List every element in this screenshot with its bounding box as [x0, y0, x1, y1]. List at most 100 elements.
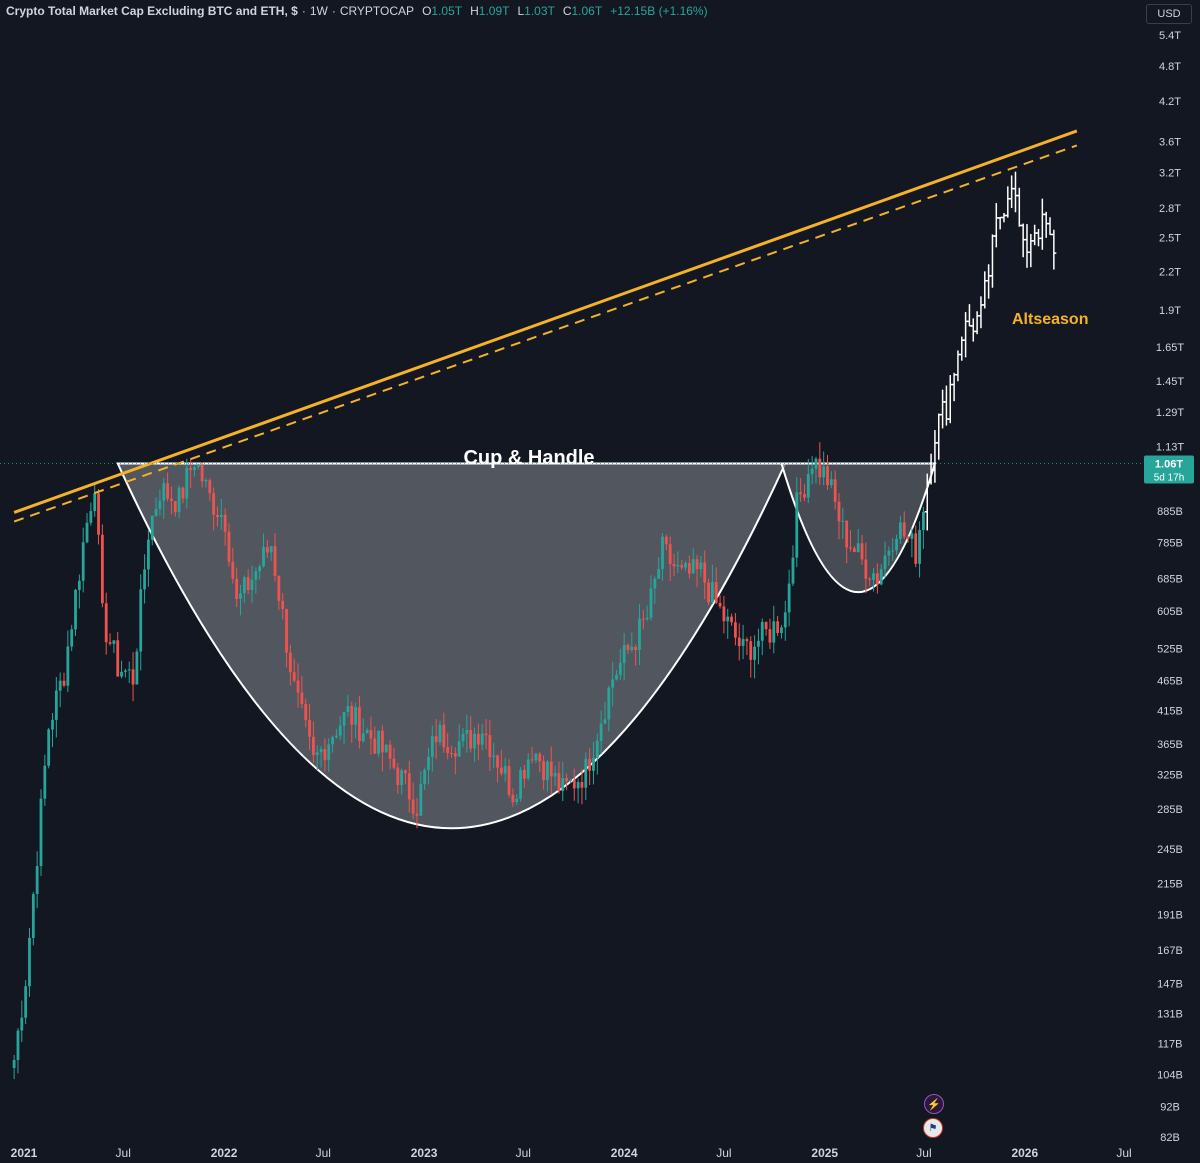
- interval-label[interactable]: 1W: [309, 4, 328, 18]
- candle-body: [407, 773, 411, 800]
- candle-body: [131, 669, 135, 685]
- last-price-tag: [1144, 455, 1194, 484]
- cup-handle-label: Cup & Handle: [463, 447, 594, 469]
- candle-body: [377, 730, 381, 754]
- candle-body: [599, 723, 603, 741]
- open-key: O: [422, 4, 432, 18]
- candle-body: [135, 651, 139, 685]
- candle-body: [764, 621, 768, 630]
- candle-body: [196, 465, 200, 468]
- price-tick-label: 245B: [1157, 844, 1183, 856]
- candle-body: [369, 730, 373, 739]
- candle-body: [427, 756, 430, 770]
- candle-body: [906, 536, 910, 539]
- low-value: 1.03T: [524, 4, 555, 18]
- candle-body: [292, 672, 296, 681]
- candle-body: [676, 565, 680, 567]
- candle-body: [538, 753, 542, 762]
- candle-body: [687, 562, 691, 574]
- price-tick-label: 415B: [1157, 705, 1183, 717]
- candle-body: [300, 692, 304, 705]
- candle-body: [595, 740, 599, 758]
- flash-alert-icon[interactable]: ⚡: [924, 1094, 944, 1114]
- candle-body: [549, 761, 553, 777]
- close-key: C: [562, 4, 572, 18]
- candle-body: [288, 652, 292, 673]
- candle-body: [154, 508, 158, 516]
- candle-body: [615, 674, 618, 680]
- axis-layer: 5.4T 4.8T 4.2T 3.6T 3.2T 2.8T 2.5T 2.2T 1.9T 1.65…: [11, 0, 1200, 1163]
- candle-body: [496, 755, 499, 768]
- candle-body: [668, 544, 672, 564]
- candle-body: [70, 629, 74, 647]
- price-axis-panel: [1143, 0, 1200, 1163]
- candle-body: [883, 555, 887, 570]
- candle-body: [116, 640, 120, 677]
- price-tick-label: 785B: [1157, 538, 1183, 550]
- candle-body: [97, 493, 100, 535]
- candle-body: [423, 769, 427, 784]
- candle-body: [457, 741, 461, 757]
- price-tick-label: 2.2T: [1159, 266, 1181, 278]
- candle-body: [223, 514, 227, 532]
- candle-body: [519, 769, 522, 799]
- candle-body: [638, 618, 641, 650]
- candle-body: [54, 690, 58, 720]
- candle-body: [611, 679, 615, 688]
- candle-body: [108, 642, 112, 644]
- candle-body: [657, 569, 661, 579]
- candle-body: [74, 589, 77, 630]
- time-tick-label: Jul: [116, 1146, 131, 1160]
- candle-body: [39, 798, 43, 866]
- candle-body: [239, 593, 242, 599]
- candle-body: [150, 515, 154, 540]
- candle-body: [469, 729, 473, 749]
- time-tick-label: 2026: [1011, 1146, 1038, 1160]
- candle-body: [350, 706, 354, 725]
- candle-body: [62, 680, 66, 686]
- us-flag-icon[interactable]: ⚑: [923, 1118, 943, 1138]
- candle-body: [16, 1030, 20, 1060]
- candle-body: [51, 719, 54, 730]
- candle-body: [607, 687, 611, 720]
- price-tick-label: 167B: [1157, 945, 1183, 957]
- candle-body: [910, 533, 914, 539]
- symbol-title[interactable]: Crypto Total Market Cap Excluding BTC an…: [6, 4, 298, 18]
- price-tick-label: 605B: [1157, 606, 1183, 618]
- candle-body: [634, 646, 638, 650]
- candle-body: [772, 621, 776, 643]
- candle-body: [603, 719, 607, 724]
- candle-body: [503, 766, 507, 774]
- candle-body: [453, 753, 457, 757]
- candle-body: [338, 725, 342, 736]
- candle-body: [281, 600, 285, 610]
- candle-body: [265, 547, 269, 553]
- candle-body: [358, 707, 361, 742]
- candle-body: [419, 783, 423, 816]
- candle-body: [66, 646, 70, 686]
- candle-body: [695, 559, 699, 570]
- candle-body: [143, 569, 146, 590]
- candle-body: [331, 737, 334, 745]
- candle-body: [258, 566, 262, 572]
- currency-button[interactable]: USD: [1146, 4, 1192, 24]
- candle-body: [780, 627, 783, 633]
- time-tick-label: Jul: [516, 1146, 531, 1160]
- candle-body: [875, 573, 879, 585]
- candle-body: [430, 736, 434, 757]
- candle-body: [43, 765, 47, 799]
- candle-body: [93, 493, 97, 512]
- price-tick-label: 2.8T: [1159, 203, 1181, 215]
- exchange-label: CRYPTOCAP: [339, 4, 415, 18]
- candle-body: [902, 522, 906, 537]
- candle-body: [699, 562, 703, 570]
- candle-body: [918, 529, 921, 564]
- candle-body: [392, 758, 396, 768]
- time-tick-label: Jul: [916, 1146, 931, 1160]
- candle-body: [492, 755, 496, 757]
- candle-body: [822, 466, 826, 478]
- candle-body: [849, 547, 852, 549]
- price-tick-label: 3.6T: [1159, 137, 1181, 149]
- high-key: H: [470, 4, 479, 18]
